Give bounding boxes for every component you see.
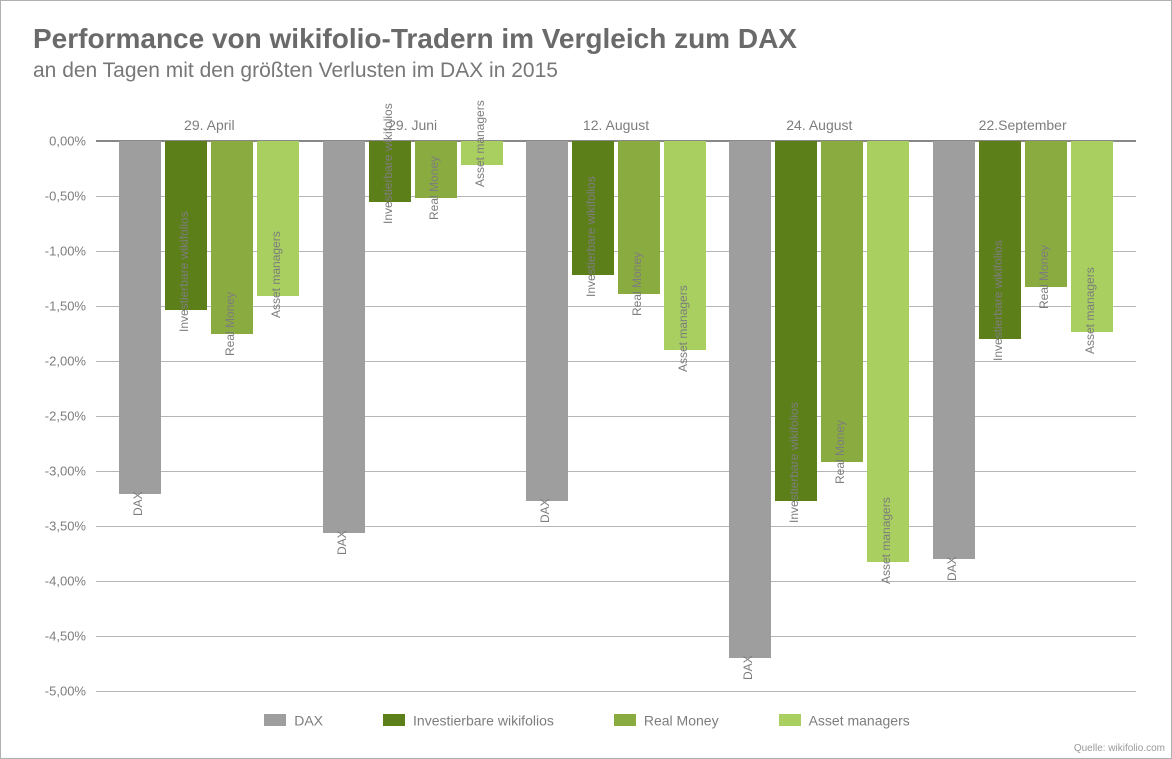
- chart-subtitle: an den Tagen mit den größten Verlusten i…: [33, 59, 558, 83]
- bar-label: Asset managers: [473, 100, 487, 187]
- bar-label: Real Money: [223, 291, 237, 355]
- y-tick-label: -1,50%: [45, 299, 86, 314]
- legend-item: Real Money: [614, 711, 719, 728]
- bar-label: Real Money: [427, 156, 441, 220]
- legend-label: Investierbare wikifolios: [413, 712, 554, 728]
- bar-dax: [933, 141, 975, 559]
- y-axis-labels: 0,00%-0,50%-1,00%-1,50%-2,00%-2,50%-3,00…: [1, 141, 96, 691]
- y-tick-label: -2,00%: [45, 354, 86, 369]
- legend-swatch: [383, 714, 405, 726]
- bar-label: Asset managers: [676, 285, 690, 372]
- bar-realmoney: [821, 141, 863, 462]
- y-tick-label: -1,00%: [45, 244, 86, 259]
- bar-label: Asset managers: [1083, 268, 1097, 355]
- bar-label: DAX: [335, 530, 349, 555]
- plot-area: 29. April29. Juni12. August24. August22.…: [96, 141, 1136, 691]
- bar-label: Asset managers: [879, 498, 893, 585]
- legend: DAX Investierbare wikifolios Real Money Ass…: [1, 711, 1172, 728]
- legend-item: Investierbare wikifolios: [383, 711, 554, 728]
- bar-dax: [526, 141, 568, 501]
- bar-dax: [323, 141, 365, 533]
- bar-label: Real Money: [833, 420, 847, 484]
- y-tick-label: -0,50%: [45, 189, 86, 204]
- bar-label: Real Money: [630, 252, 644, 316]
- bar-dax: [729, 141, 771, 658]
- y-tick-label: -3,50%: [45, 519, 86, 534]
- bar-label: Investierbare wikifolios: [381, 103, 395, 224]
- bar-label: Investierbare wikifolios: [177, 212, 191, 333]
- y-tick-label: -4,00%: [45, 574, 86, 589]
- bar-label: Investierbare wikifolios: [991, 240, 1005, 361]
- group-label: 29. April: [184, 117, 235, 133]
- bar-dax: [119, 141, 161, 494]
- bar-label: DAX: [538, 498, 552, 523]
- bar-label: Investierbare wikifolios: [787, 402, 801, 523]
- legend-item: DAX: [264, 711, 323, 728]
- legend-label: DAX: [294, 712, 323, 728]
- chart-frame: Performance von wikifolio-Tradern im Ver…: [0, 0, 1172, 759]
- bar-label: Investierbare wikifolios: [584, 176, 598, 297]
- legend-item: Asset managers: [779, 711, 910, 728]
- group-label: 24. August: [786, 117, 852, 133]
- group-label: 29. Juni: [388, 117, 437, 133]
- legend-label: Asset managers: [809, 712, 910, 728]
- y-tick-label: -5,00%: [45, 684, 86, 699]
- legend-swatch: [779, 714, 801, 726]
- bar-label: Asset managers: [269, 231, 283, 318]
- bar-label: DAX: [741, 655, 755, 680]
- chart-title: Performance von wikifolio-Tradern im Ver…: [33, 23, 797, 55]
- legend-swatch: [614, 714, 636, 726]
- gridline: [96, 691, 1136, 692]
- y-tick-label: -4,50%: [45, 629, 86, 644]
- y-tick-label: -2,50%: [45, 409, 86, 424]
- legend-label: Real Money: [644, 712, 719, 728]
- group-label: 22.September: [979, 117, 1067, 133]
- y-tick-label: 0,00%: [49, 134, 86, 149]
- bar-label: Real Money: [1037, 245, 1051, 309]
- bars: DAX Investierbare wikifolios Real Money Ass…: [96, 141, 1136, 691]
- legend-swatch: [264, 714, 286, 726]
- source-label: Quelle: wikifolio.com: [1074, 743, 1165, 754]
- bar-label: DAX: [945, 556, 959, 581]
- y-tick-label: -3,00%: [45, 464, 86, 479]
- group-label: 12. August: [583, 117, 649, 133]
- bar-label: DAX: [131, 491, 145, 516]
